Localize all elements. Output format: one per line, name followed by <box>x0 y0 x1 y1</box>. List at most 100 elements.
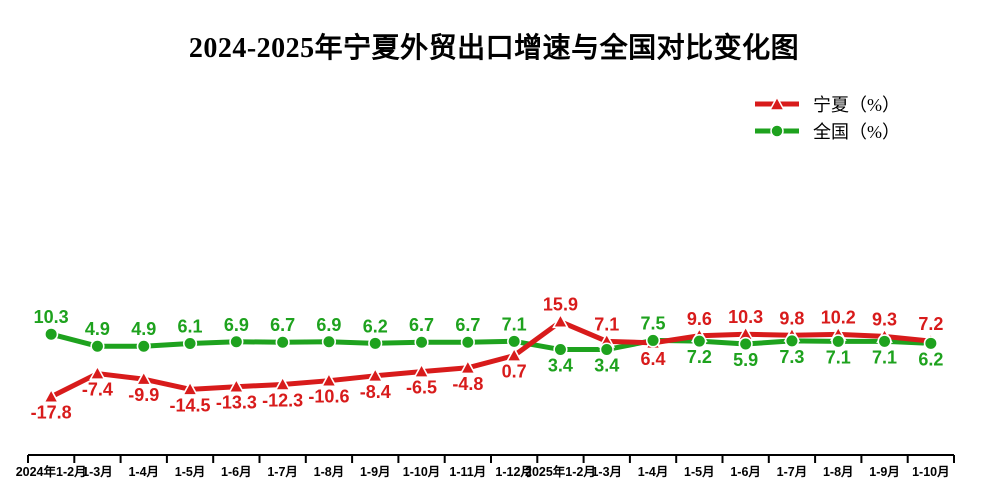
data-point-label-ningxia: 10.3 <box>728 307 763 327</box>
data-point-label-national: 6.9 <box>316 315 341 335</box>
data-point-label-national: 3.4 <box>548 356 573 376</box>
data-point-marker-national <box>90 339 105 354</box>
data-point-label-national: 4.9 <box>85 319 110 339</box>
data-point-marker-ningxia <box>413 362 430 378</box>
data-point-marker-national <box>182 336 198 351</box>
data-point-label-ningxia: -12.3 <box>262 390 303 410</box>
data-point-label-national: 3.4 <box>594 356 619 376</box>
data-point-label-national: 7.3 <box>779 347 804 367</box>
data-point-label-ningxia: 0.7 <box>502 362 527 382</box>
data-point-label-ningxia: -17.8 <box>31 403 72 423</box>
x-axis-label: 1-3月 <box>82 465 113 479</box>
data-point-marker-national <box>553 342 568 357</box>
data-point-marker-national <box>784 333 800 348</box>
legend-marker-ningxia <box>755 95 799 111</box>
legend-label-ningxia: 宁夏（%） <box>813 94 900 115</box>
data-point-marker-ningxia <box>274 375 291 391</box>
data-point-marker-ningxia <box>89 364 106 380</box>
data-point-label-national: 7.2 <box>687 347 712 367</box>
chart-title: 2024-2025年宁夏外贸出口增速与全国对比变化图 <box>188 33 800 64</box>
data-point-label-ningxia: 7.1 <box>594 314 619 334</box>
data-point-marker-ningxia <box>228 377 245 394</box>
data-point-label-ningxia: -7.4 <box>82 380 113 400</box>
data-point-label-national: 6.7 <box>270 315 295 335</box>
legend-marker-national <box>755 123 799 138</box>
x-axis-label: 1-5月 <box>175 465 206 479</box>
x-axis-label: 1-8月 <box>823 465 854 479</box>
data-point-marker-national <box>507 334 522 349</box>
x-axis-label: 1-6月 <box>221 465 252 479</box>
data-point-label-national: 5.9 <box>733 350 758 370</box>
data-point-label-national: 6.2 <box>363 316 388 336</box>
data-point-label-national: 10.3 <box>34 307 69 327</box>
data-point-label-national: 6.7 <box>409 315 434 335</box>
data-point-label-ningxia: 6.4 <box>641 349 666 369</box>
data-point-marker-national <box>414 335 429 350</box>
data-point-marker-ningxia <box>135 370 153 386</box>
data-point-marker-national <box>738 336 753 352</box>
data-point-label-national: 7.1 <box>872 347 897 367</box>
data-point-marker-ningxia <box>320 371 338 388</box>
x-axis-label: 1-6月 <box>730 465 761 479</box>
data-point-marker-national <box>460 335 475 350</box>
data-point-label-ningxia: -10.6 <box>308 387 349 407</box>
circle-marker-icon <box>770 123 784 138</box>
x-axis-label: 1-3月 <box>591 465 622 479</box>
data-point-label-ningxia: -14.5 <box>170 395 211 415</box>
x-axis-label: 1-10月 <box>912 465 950 479</box>
data-point-marker-national <box>321 334 337 349</box>
x-axis-label: 2024年1-2月 <box>16 464 87 479</box>
data-point-marker-national <box>229 334 244 349</box>
data-point-marker-national <box>136 339 151 354</box>
data-point-label-national: 6.1 <box>178 317 203 337</box>
data-point-marker-national <box>877 334 892 349</box>
x-axis-label: 2025年1-2月 <box>525 464 596 479</box>
x-axis-label: 1-10月 <box>403 465 441 479</box>
x-axis-label: 1-12月 <box>495 465 533 479</box>
x-axis-label: 1-7月 <box>267 465 298 479</box>
data-point-label-national: 6.7 <box>455 315 480 335</box>
data-point-marker-ningxia <box>366 366 384 383</box>
data-point-label-national: 4.9 <box>131 319 156 339</box>
data-point-label-national: 7.1 <box>502 314 527 334</box>
data-point-marker-ningxia <box>505 346 523 362</box>
data-point-marker-ningxia <box>42 387 60 404</box>
data-point-label-ningxia: -4.8 <box>452 374 483 394</box>
data-point-label-ningxia: 9.6 <box>687 309 712 329</box>
data-point-label-national: 7.1 <box>826 347 851 367</box>
series-line-ningxia <box>48 319 934 400</box>
data-point-label-ningxia: -13.3 <box>216 393 257 413</box>
data-point-marker-national <box>831 334 846 349</box>
legend-item-national: 全国（%） <box>754 119 900 142</box>
data-point-marker-national <box>44 327 59 342</box>
x-axis-label: 1-5月 <box>684 465 715 479</box>
x-axis-label: 1-4月 <box>128 465 159 479</box>
data-point-marker-national <box>275 335 290 350</box>
legend-item-ningxia: 宁夏（%） <box>754 92 900 115</box>
data-point-label-ningxia: -6.5 <box>406 378 437 398</box>
x-axis-label: 1-9月 <box>360 465 391 479</box>
x-axis-label: 1-4月 <box>638 465 669 479</box>
data-point-marker-national <box>599 342 614 357</box>
triangle-marker-icon <box>768 95 786 111</box>
data-point-label-ningxia: 9.8 <box>779 308 804 328</box>
x-axis-label: 1-8月 <box>314 465 345 479</box>
data-point-label-national: 6.2 <box>918 349 943 369</box>
data-point-marker-ningxia <box>552 312 569 329</box>
data-point-label-ningxia: -8.4 <box>360 382 391 402</box>
data-point-label-ningxia: -9.9 <box>128 385 159 405</box>
data-point-label-ningxia: 7.2 <box>918 314 943 334</box>
data-point-marker-ningxia <box>181 380 199 396</box>
data-point-label-ningxia: 10.2 <box>821 307 856 327</box>
legend: 宁夏（%） 全国（%） <box>754 92 900 142</box>
legend-label-national: 全国（%） <box>813 121 900 142</box>
data-point-label-ningxia: 15.9 <box>543 295 578 315</box>
x-axis-label: 1-9月 <box>869 465 900 479</box>
data-point-marker-ningxia <box>459 358 477 375</box>
data-point-label-national: 6.9 <box>224 315 249 335</box>
data-point-marker-national <box>692 333 707 349</box>
data-point-label-ningxia: 9.3 <box>872 309 897 329</box>
data-point-marker-national <box>368 336 383 351</box>
